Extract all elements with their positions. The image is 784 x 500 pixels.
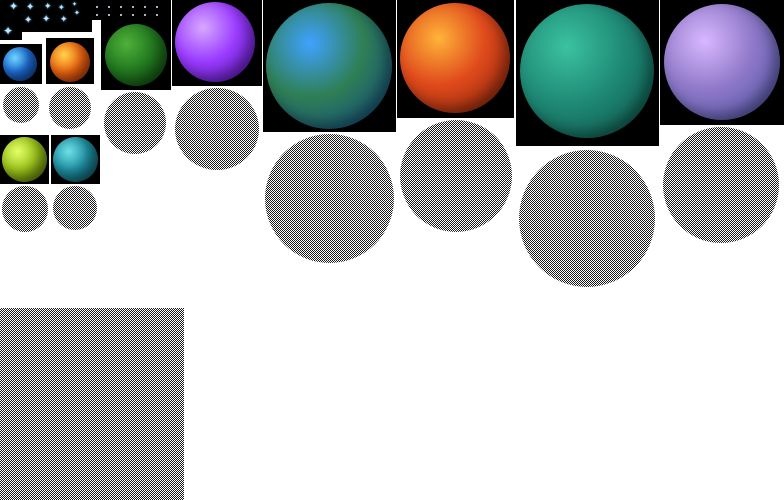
small-blue-planet-mask	[3, 87, 39, 123]
sparkle-star-icon: ✦	[44, 2, 52, 12]
earthlike-planet	[266, 3, 392, 129]
earthlike-planet-tile	[263, 0, 396, 132]
green-moss-planet-mask	[104, 92, 166, 154]
tiny-star-icon	[96, 6, 98, 8]
sparkle-star-icon: ✦	[3, 24, 14, 38]
green-moss-planet-tile	[101, 20, 171, 90]
cyan-noise-planet-mask	[53, 186, 97, 230]
small-orange-swirl-planet-tile	[46, 38, 94, 84]
purple-crystal-planet-tile	[172, 0, 262, 86]
yellow-green-planet	[2, 137, 47, 182]
purple-crystal-planet	[175, 2, 255, 82]
sparkle-star-icon: ✦	[58, 3, 65, 12]
lavender-planet-mask	[663, 127, 779, 243]
teal-planet	[520, 4, 654, 138]
tiny-star-icon	[144, 14, 146, 16]
starfield-cutout	[0, 40, 22, 42]
cyan-noise-planet	[53, 137, 98, 182]
sparkle-star-icon: ✦	[9, 0, 19, 13]
tiny-star-icon	[108, 6, 110, 8]
teal-planet-tile	[516, 0, 659, 146]
tiny-star-icon	[120, 14, 122, 16]
yellow-green-planet-mask	[2, 186, 48, 232]
tiny-star-icon	[132, 14, 134, 16]
yellow-green-planet-tile	[0, 135, 49, 184]
sparkle-star-icon: ✦	[60, 15, 68, 25]
small-orange-swirl-planet	[50, 42, 90, 82]
starfield-cutout	[22, 32, 171, 42]
cyan-noise-planet-tile	[51, 135, 100, 184]
purple-crystal-planet-mask	[175, 88, 259, 170]
tiny-star-icon	[120, 6, 122, 8]
dither-pattern-swatch	[0, 308, 184, 500]
sparkle-star-icon: ✦	[26, 2, 35, 13]
lavender-planet-tile	[660, 0, 784, 125]
earthlike-planet-mask	[265, 134, 394, 263]
sparkle-star-icon: ✦	[42, 14, 51, 25]
small-blue-planet	[3, 47, 37, 81]
sparkle-star-icon: ✦	[72, 1, 78, 8]
tiny-star-icon	[132, 6, 134, 8]
lavender-planet	[664, 4, 780, 120]
small-blue-planet-tile	[0, 44, 42, 84]
lava-planet-mask	[400, 120, 512, 232]
tiny-star-icon	[156, 6, 158, 8]
teal-planet-mask	[519, 150, 655, 287]
lava-planet-tile	[397, 0, 514, 118]
sparkle-star-icon: ✦	[74, 9, 80, 17]
lava-planet	[400, 3, 510, 113]
tiny-star-icon	[144, 6, 146, 8]
green-moss-planet	[105, 24, 167, 86]
tiny-star-icon	[96, 14, 98, 16]
tiny-star-icon	[108, 14, 110, 16]
small-orange-swirl-planet-mask	[49, 87, 91, 129]
sparkle-star-icon: ✦	[24, 15, 33, 26]
tiny-star-icon	[156, 14, 158, 16]
